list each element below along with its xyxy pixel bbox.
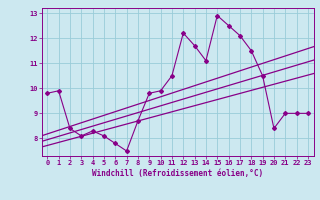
X-axis label: Windchill (Refroidissement éolien,°C): Windchill (Refroidissement éolien,°C) — [92, 169, 263, 178]
